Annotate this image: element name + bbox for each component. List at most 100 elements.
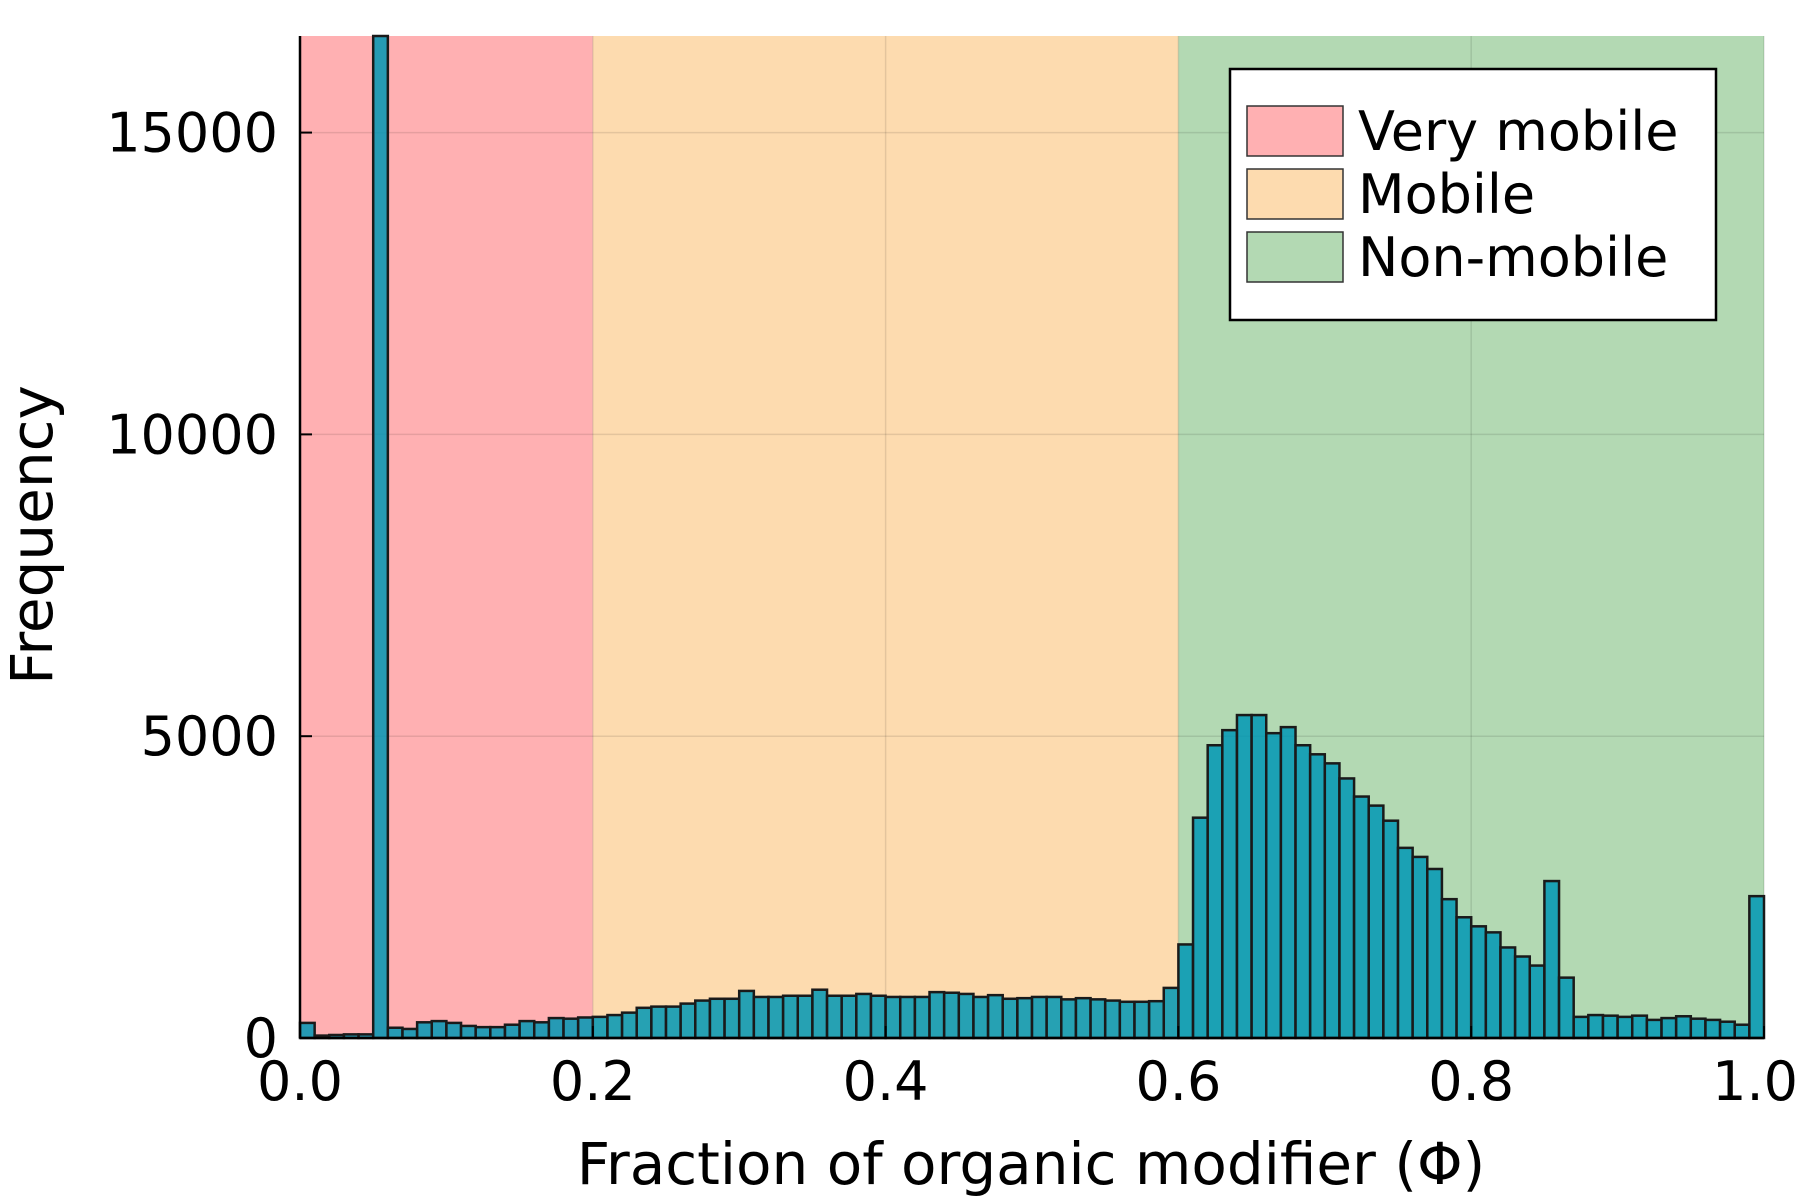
histogram-bar [1528, 964, 1546, 1040]
histogram-bar [415, 1021, 434, 1040]
histogram-bar [1133, 1000, 1151, 1040]
histogram-bar [664, 1005, 682, 1040]
histogram-bar [547, 1016, 565, 1040]
y-tick-label: 15000 [106, 102, 278, 165]
histogram-bars [298, 34, 1766, 1040]
histogram-bar [957, 992, 975, 1040]
histogram-bar [474, 1025, 492, 1040]
histogram-bar [1089, 998, 1107, 1040]
histogram-bar [371, 34, 390, 1040]
histogram-bar [459, 1024, 477, 1040]
legend-swatch [1246, 168, 1344, 220]
histogram-bar [1074, 996, 1092, 1040]
histogram-bar [1191, 816, 1209, 1040]
x-tick-label: 0.6 [1135, 1050, 1221, 1113]
histogram-bar [1045, 995, 1063, 1040]
axes [298, 36, 1765, 1040]
histogram-bar [1440, 897, 1458, 1040]
histogram-bar [884, 995, 902, 1040]
histogram-bar [445, 1021, 463, 1040]
histogram-bar [576, 1016, 595, 1040]
histogram-bar [606, 1013, 624, 1040]
histogram-bar [972, 995, 990, 1040]
histogram-bar [1484, 931, 1502, 1040]
histogram-bar [781, 994, 800, 1040]
histogram-bar [518, 1019, 536, 1040]
histogram-bar [1279, 725, 1297, 1040]
histogram-bar [1001, 997, 1019, 1040]
histogram-bar [1748, 894, 1766, 1040]
histogram-bar [1513, 955, 1532, 1040]
histogram-bar [1352, 795, 1370, 1040]
histogram-bar [1367, 804, 1385, 1040]
histogram-bar [1382, 819, 1400, 1040]
y-tick-label: 10000 [106, 403, 278, 466]
histogram-bar [1630, 1014, 1649, 1040]
histogram-bar [1660, 1016, 1678, 1040]
histogram-bar [1103, 999, 1122, 1040]
region-very-mobile [300, 36, 593, 1038]
histogram-bar [386, 1026, 404, 1040]
histogram-bar [708, 997, 726, 1040]
histogram-bar [1733, 1023, 1751, 1040]
histogram-bar [503, 1023, 521, 1040]
y-tick-label: 0 [244, 1007, 278, 1070]
histogram-bar [737, 989, 756, 1040]
histogram-bar [1147, 999, 1166, 1040]
histogram-bar [532, 1021, 551, 1040]
histogram-bar [1250, 713, 1268, 1040]
histogram-bar [752, 995, 770, 1040]
region-mobile [592, 36, 1179, 1038]
histogram-bar [855, 992, 873, 1040]
histogram-bar [1645, 1018, 1663, 1040]
histogram-bar [840, 994, 858, 1040]
histogram-bar [430, 1019, 448, 1040]
histogram-bar [869, 994, 887, 1040]
histogram-bar [1308, 753, 1327, 1040]
y-axis-title: Frequency [0, 385, 66, 685]
histogram-bar [1030, 995, 1048, 1040]
histogram-bar [401, 1027, 419, 1040]
histogram-bar [1396, 846, 1414, 1040]
histogram-bar [635, 1006, 653, 1040]
x-axis-title: Fraction of organic modifier (Φ) [577, 1130, 1486, 1198]
histogram-bar [1572, 1015, 1590, 1040]
histogram-bar [928, 990, 946, 1040]
histogram-bar [942, 991, 961, 1040]
histogram-bar [1426, 867, 1444, 1040]
histogram-bar [1455, 916, 1473, 1040]
histogram-bar [1587, 1013, 1605, 1040]
histogram-bar [1469, 925, 1488, 1040]
histogram-bar [1060, 998, 1078, 1040]
histogram-bar [1338, 777, 1356, 1040]
histogram-bar [1221, 728, 1239, 1040]
histogram-bar [1674, 1015, 1693, 1040]
histogram-bar [986, 993, 1004, 1040]
histogram-bar [1323, 762, 1341, 1040]
histogram-bar [1616, 1015, 1634, 1040]
histogram-bar [898, 995, 917, 1040]
histogram-bar [1177, 943, 1195, 1040]
histogram-bar [1162, 986, 1180, 1040]
grid-lines [299, 36, 1765, 1039]
histogram-bar [694, 999, 712, 1040]
legend-label: Mobile [1358, 163, 1535, 226]
histogram-bar [1016, 996, 1034, 1040]
histogram-bar [1294, 743, 1312, 1040]
legend-label: Very mobile [1358, 100, 1678, 163]
histogram-bar [1543, 879, 1561, 1040]
histogram-bar [1235, 713, 1253, 1040]
histogram-bar [723, 997, 741, 1040]
tick-labels: 0.0 0.2 0.4 0.6 0.8 1.0 0 5000 10000 15000 [106, 102, 1798, 1113]
x-tick-label: 0.2 [550, 1050, 636, 1113]
x-tick-label: 0.4 [843, 1050, 929, 1113]
histogram-bar [591, 1015, 609, 1040]
histogram-bar [1499, 946, 1517, 1040]
histogram-bar [650, 1005, 668, 1040]
histogram-bar [1557, 976, 1575, 1040]
legend-swatch [1246, 231, 1344, 283]
histogram-bar [562, 1017, 580, 1040]
